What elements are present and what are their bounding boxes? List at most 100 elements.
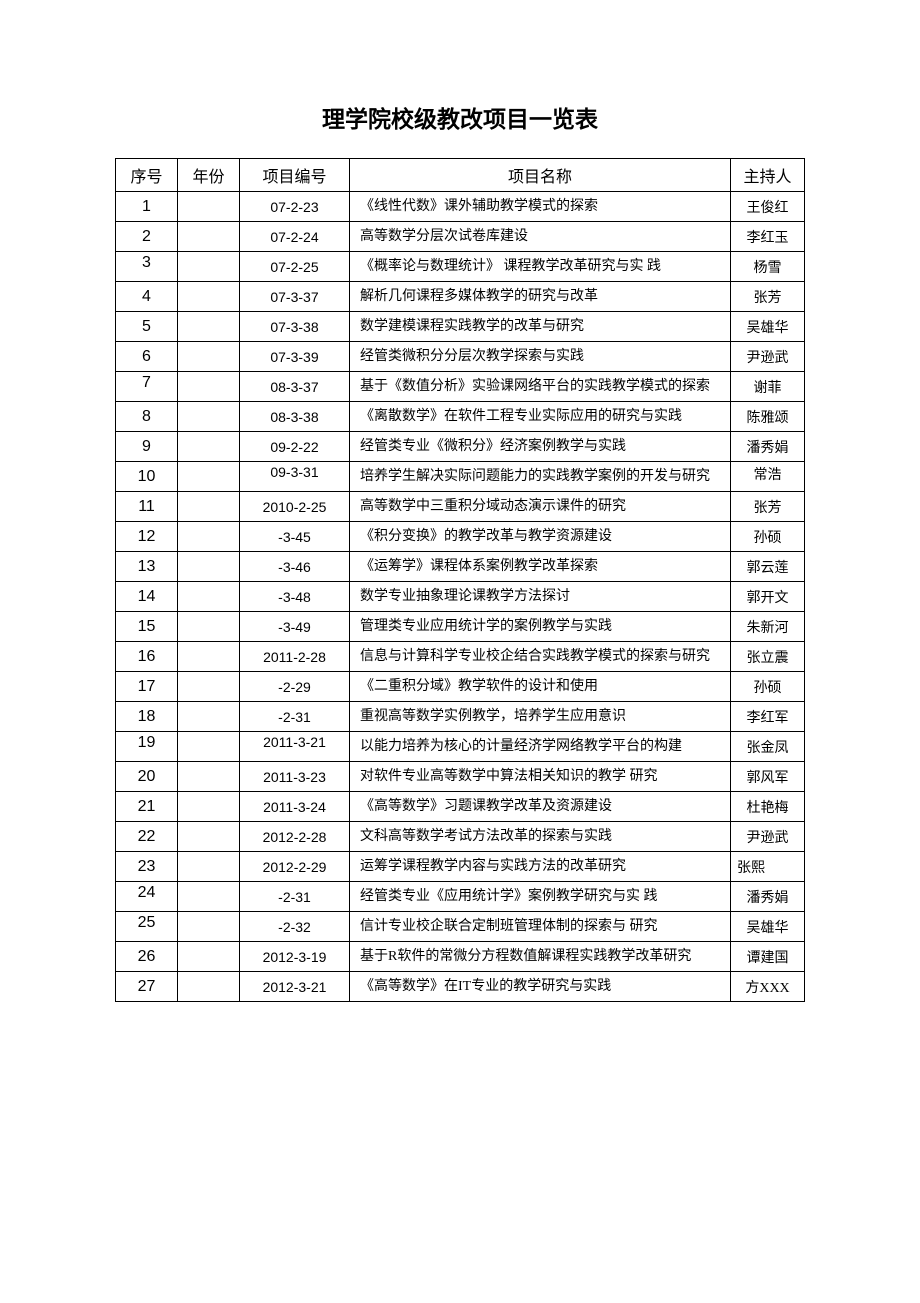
cell-code: 2012-3-21	[240, 972, 350, 1002]
table-row: 307-2-25《概率论与数理统计》 课程教学改革研究与实 践杨雪	[116, 252, 805, 282]
table-row: 207-2-24高等数学分层次试卷库建设李红玉	[116, 222, 805, 252]
cell-year	[178, 372, 240, 402]
cell-seq: 26	[116, 942, 178, 972]
cell-code: -2-31	[240, 702, 350, 732]
cell-year	[178, 252, 240, 282]
cell-host: 常浩	[731, 462, 805, 492]
cell-code: 2011-3-23	[240, 762, 350, 792]
cell-year	[178, 612, 240, 642]
cell-year	[178, 552, 240, 582]
cell-host: 吴雄华	[731, 312, 805, 342]
cell-year	[178, 792, 240, 822]
cell-name: 数学建模课程实践教学的改革与研究	[350, 312, 731, 342]
table-row: 407-3-37解析几何课程多媒体教学的研究与改革张芳	[116, 282, 805, 312]
cell-seq: 7	[116, 372, 178, 402]
cell-year	[178, 642, 240, 672]
cell-host: 尹逊武	[731, 342, 805, 372]
col-header-name: 项目名称	[350, 159, 731, 192]
projects-table: 序号 年份 项目编号 项目名称 主持人 107-2-23《线性代数》课外辅助教学…	[115, 158, 805, 1002]
cell-name: 以能力培养为核心的计量经济学网络教学平台的构建	[350, 732, 731, 762]
cell-name: 数学专业抽象理论课教学方法探讨	[350, 582, 731, 612]
col-header-year: 年份	[178, 159, 240, 192]
table-row: 192011-3-21以能力培养为核心的计量经济学网络教学平台的构建张金凤	[116, 732, 805, 762]
cell-code: 2012-3-19	[240, 942, 350, 972]
page-title: 理学院校级教改项目一览表	[115, 100, 805, 134]
cell-host: 张金凤	[731, 732, 805, 762]
cell-name: 《二重积分域》教学软件的设计和使用	[350, 672, 731, 702]
cell-host: 陈雅颂	[731, 402, 805, 432]
cell-year	[178, 882, 240, 912]
table-row: 13-3-46《运筹学》课程体系案例教学改革探索郭云莲	[116, 552, 805, 582]
cell-seq: 9	[116, 432, 178, 462]
cell-host: 方XXX	[731, 972, 805, 1002]
cell-name: 《高等数学》在IT专业的教学研究与实践	[350, 972, 731, 1002]
cell-host: 杜艳梅	[731, 792, 805, 822]
cell-name: 《运筹学》课程体系案例教学改革探索	[350, 552, 731, 582]
cell-code: 07-3-39	[240, 342, 350, 372]
table-row: 107-2-23《线性代数》课外辅助教学模式的探索王俊红	[116, 192, 805, 222]
cell-seq: 22	[116, 822, 178, 852]
cell-year	[178, 312, 240, 342]
cell-code: 08-3-37	[240, 372, 350, 402]
table-row: 12-3-45《积分变换》的教学改革与教学资源建设孙硕	[116, 522, 805, 552]
cell-code: 07-2-23	[240, 192, 350, 222]
cell-code: 2011-3-24	[240, 792, 350, 822]
cell-host: 张立震	[731, 642, 805, 672]
cell-name: 基于R软件的常微分方程数值解课程实践教学改革研究	[350, 942, 731, 972]
cell-seq: 21	[116, 792, 178, 822]
cell-seq: 12	[116, 522, 178, 552]
cell-seq: 14	[116, 582, 178, 612]
cell-name: 重视高等数学实例教学，培养学生应用意识	[350, 702, 731, 732]
cell-code: -3-46	[240, 552, 350, 582]
table-row: 18 -2-31重视高等数学实例教学，培养学生应用意识李红军	[116, 702, 805, 732]
table-row: 212011-3-24《高等数学》习题课教学改革及资源建设杜艳梅	[116, 792, 805, 822]
cell-name: 高等数学中三重积分域动态演示课件的研究	[350, 492, 731, 522]
cell-year	[178, 732, 240, 762]
cell-year	[178, 672, 240, 702]
cell-year	[178, 282, 240, 312]
cell-name: 管理类专业应用统计学的案例教学与实践	[350, 612, 731, 642]
cell-host: 谭建国	[731, 942, 805, 972]
cell-seq: 16	[116, 642, 178, 672]
table-row: 808-3-38《离散数学》在软件工程专业实际应用的研究与实践陈雅颂	[116, 402, 805, 432]
cell-seq: 19	[116, 732, 178, 762]
cell-year	[178, 852, 240, 882]
cell-seq: 4	[116, 282, 178, 312]
cell-name: 《离散数学》在软件工程专业实际应用的研究与实践	[350, 402, 731, 432]
cell-seq: 15	[116, 612, 178, 642]
cell-year	[178, 582, 240, 612]
cell-year	[178, 402, 240, 432]
cell-seq: 25	[116, 912, 178, 942]
cell-name: 《线性代数》课外辅助教学模式的探索	[350, 192, 731, 222]
cell-name: 信息与计算科学专业校企结合实践教学模式的探索与研究	[350, 642, 731, 672]
cell-host: 郭开文	[731, 582, 805, 612]
cell-name: 对软件专业高等数学中算法相关知识的教学 研究	[350, 762, 731, 792]
cell-host: 郭云莲	[731, 552, 805, 582]
cell-seq: 10	[116, 462, 178, 492]
cell-host: 朱新河	[731, 612, 805, 642]
cell-year	[178, 912, 240, 942]
cell-code: -2-32	[240, 912, 350, 942]
cell-host: 潘秀娟	[731, 432, 805, 462]
cell-seq: 23	[116, 852, 178, 882]
table-row: 507-3-38数学建模课程实践教学的改革与研究吴雄华	[116, 312, 805, 342]
cell-year	[178, 192, 240, 222]
cell-name: 基于《数值分析》实验课网络平台的实践教学模式的探索	[350, 372, 731, 402]
table-row: 25-2-32信计专业校企联合定制班管理体制的探索与 研究吴雄华	[116, 912, 805, 942]
cell-code: -2-29	[240, 672, 350, 702]
table-row: 202011-3-23对软件专业高等数学中算法相关知识的教学 研究郭风军	[116, 762, 805, 792]
col-header-host: 主持人	[731, 159, 805, 192]
table-row: 24-2-31经管类专业《应用统计学》案例教学研究与实 践潘秀娟	[116, 882, 805, 912]
cell-code: 07-3-38	[240, 312, 350, 342]
cell-seq: 18	[116, 702, 178, 732]
cell-code: 2012-2-28	[240, 822, 350, 852]
table-row: 232012-2-29运筹学课程教学内容与实践方法的改革研究张熙	[116, 852, 805, 882]
cell-host: 李红玉	[731, 222, 805, 252]
cell-year	[178, 492, 240, 522]
table-row: 272012-3-21《高等数学》在IT专业的教学研究与实践方XXX	[116, 972, 805, 1002]
cell-host: 郭风军	[731, 762, 805, 792]
cell-name: 高等数学分层次试卷库建设	[350, 222, 731, 252]
cell-host: 李红军	[731, 702, 805, 732]
table-row: 909-2-22经管类专业《微积分》经济案例教学与实践潘秀娟	[116, 432, 805, 462]
cell-year	[178, 702, 240, 732]
